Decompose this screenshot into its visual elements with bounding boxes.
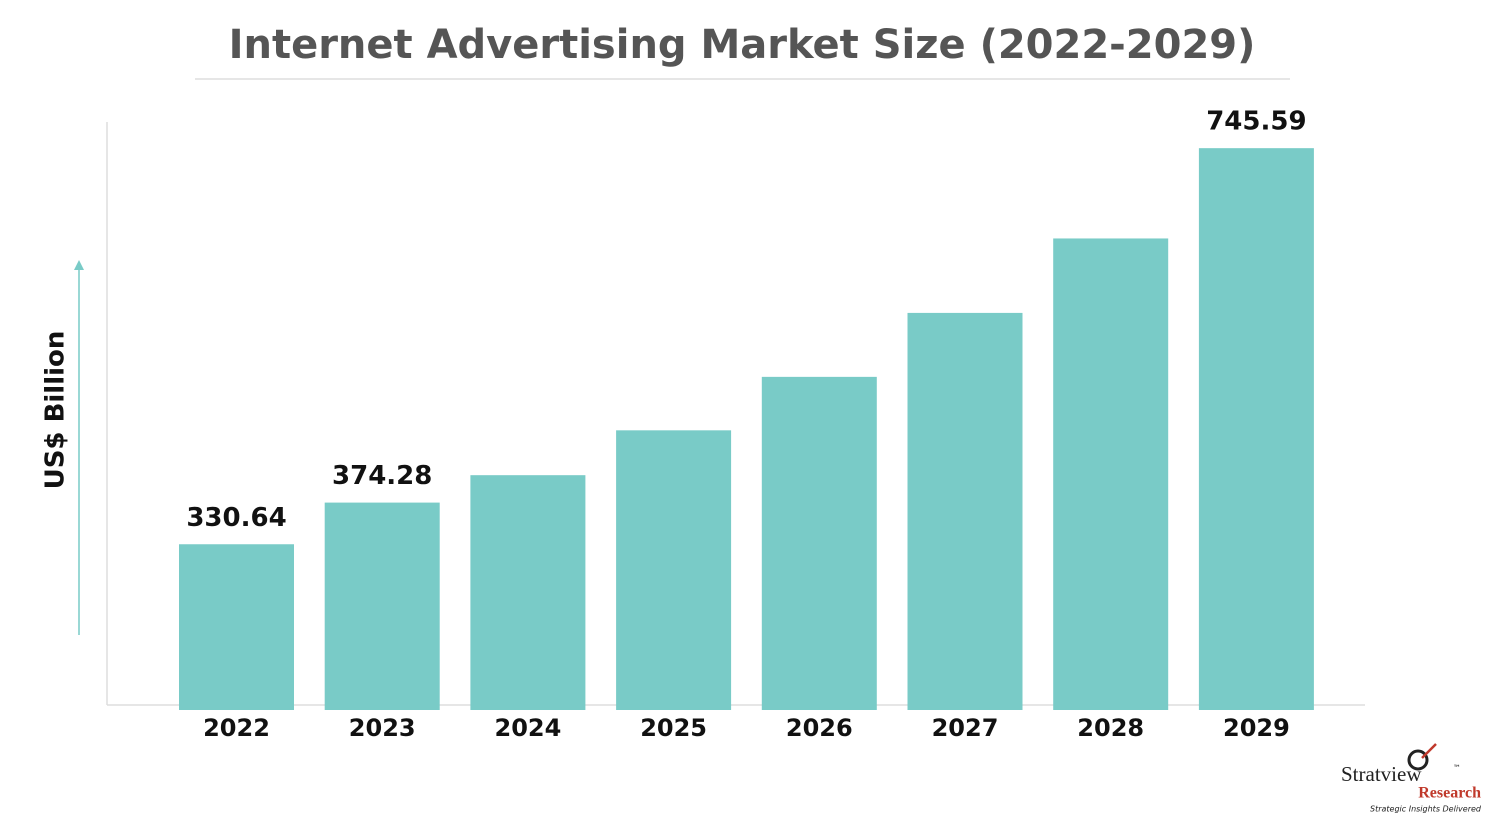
bar bbox=[324, 502, 440, 710]
bar bbox=[1053, 238, 1169, 711]
x-tick-label: 2022 bbox=[203, 714, 270, 742]
x-tick-label: 2023 bbox=[349, 714, 416, 742]
logo-icon bbox=[1407, 749, 1429, 771]
logo-arrow bbox=[1421, 743, 1437, 759]
value-label: 374.28 bbox=[332, 461, 432, 491]
chart-title: Internet Advertising Market Size (2022-2… bbox=[229, 22, 1256, 68]
value-label: 745.59 bbox=[1206, 107, 1306, 137]
bar bbox=[761, 376, 877, 710]
x-tick-label: 2029 bbox=[1223, 714, 1290, 742]
x-tick-label: 2027 bbox=[932, 714, 999, 742]
x-tick-label: 2028 bbox=[1077, 714, 1144, 742]
x-tick-label: 2026 bbox=[786, 714, 853, 742]
bar bbox=[1198, 148, 1314, 711]
bar bbox=[907, 312, 1023, 710]
logo-name: Stratview bbox=[1341, 762, 1422, 786]
logo: Stratview ™ Research Strategic Insights … bbox=[1341, 743, 1482, 814]
bar bbox=[616, 430, 732, 710]
bar bbox=[179, 544, 294, 710]
bar bbox=[470, 475, 586, 710]
value-label: 330.64 bbox=[186, 503, 286, 533]
logo-tagline: Strategic Insights Delivered bbox=[1370, 805, 1482, 814]
x-tick-label: 2024 bbox=[495, 714, 562, 742]
logo-tm: ™ bbox=[1453, 764, 1461, 773]
axis-arrow-head bbox=[74, 260, 84, 270]
logo-sub: Research bbox=[1418, 785, 1481, 802]
y-axis-label: US$ Billion bbox=[41, 331, 71, 490]
x-tick-label: 2025 bbox=[640, 714, 707, 742]
